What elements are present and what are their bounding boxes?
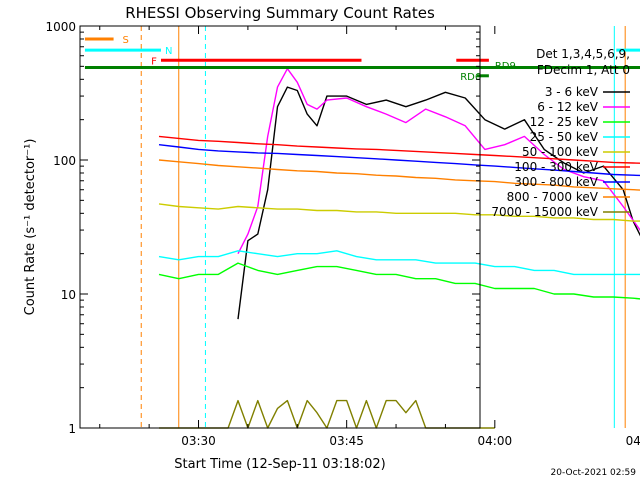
flag-label: F bbox=[151, 56, 157, 67]
series-line bbox=[158, 250, 640, 276]
legend-label: 300 - 800 keV bbox=[514, 175, 598, 189]
legend-label: 25 - 50 keV bbox=[530, 130, 599, 144]
flag-bars: S NF RD9 RD6 bbox=[84, 35, 640, 83]
legend-label: 50 - 100 keV bbox=[522, 145, 599, 159]
y-axis-label: Count Rate (s⁻¹ detector⁻¹) bbox=[23, 139, 38, 316]
flag-label: S bbox=[122, 35, 128, 46]
series-line bbox=[158, 262, 640, 300]
series-line bbox=[158, 135, 640, 164]
series-line bbox=[237, 86, 640, 320]
legend: Det 1,3,4,5,6,9, FDecim 1, Att 0 3 - 6 k… bbox=[491, 47, 630, 219]
vertical-markers bbox=[140, 26, 626, 428]
y-tick-label: 1000 bbox=[45, 20, 76, 34]
legend-header-1: Det 1,3,4,5,6,9, bbox=[536, 47, 630, 61]
legend-label: 3 - 6 keV bbox=[545, 85, 599, 99]
x-tick-label: 03:45 bbox=[329, 434, 364, 448]
flag-label: RD9 bbox=[495, 61, 516, 72]
flag-label: RD6 bbox=[460, 72, 481, 83]
legend-label: 12 - 25 keV bbox=[530, 115, 599, 129]
legend-label: 7000 - 15000 keV bbox=[491, 205, 598, 219]
series-lines bbox=[158, 67, 640, 429]
y-tick-label: 1 bbox=[68, 422, 76, 436]
series-line bbox=[237, 67, 640, 255]
x-tick-label: 03:30 bbox=[181, 434, 216, 448]
y-tick-label: 10 bbox=[61, 288, 76, 302]
footer-date: 20-Oct-2021 02:59 bbox=[551, 468, 637, 478]
legend-header-2: FDecim 1, Att 0 bbox=[537, 63, 630, 77]
x-axis-label: Start Time (12-Sep-11 03:18:02) bbox=[174, 457, 385, 472]
plot-frame bbox=[79, 25, 481, 429]
chart-title: RHESSI Observing Summary Count Rates bbox=[125, 4, 435, 22]
flag-label: N bbox=[165, 46, 172, 57]
y-tick-label: 100 bbox=[53, 154, 76, 168]
legend-label: 6 - 12 keV bbox=[537, 100, 599, 114]
x-tick-label: 04:00 bbox=[478, 434, 513, 448]
series-line bbox=[159, 399, 495, 429]
legend-label: 100 - 300 keV bbox=[514, 160, 598, 174]
legend-label: 800 - 7000 keV bbox=[507, 190, 599, 204]
series-line bbox=[158, 144, 640, 177]
series-line bbox=[158, 159, 640, 191]
series-line bbox=[158, 203, 640, 222]
x-tick-label: 04:15 bbox=[626, 434, 640, 448]
